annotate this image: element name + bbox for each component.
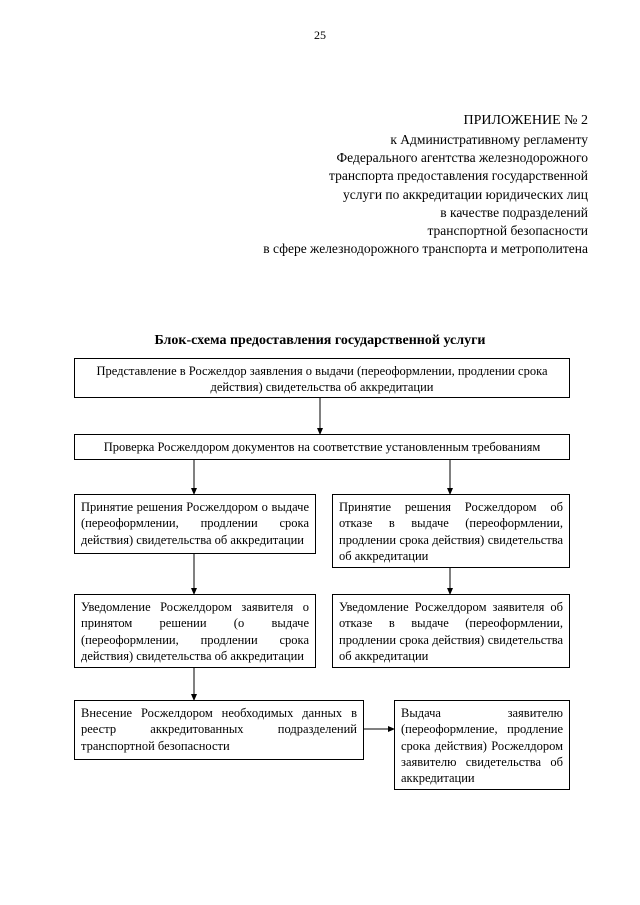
header-line: услуги по аккредитации юридических лиц xyxy=(228,186,588,204)
header-line: в сфере железнодорожного транспорта и ме… xyxy=(228,240,588,258)
flowchart-node-n3: Принятие решения Росжелдором о выдаче (п… xyxy=(74,494,316,554)
header-line: транспортной безопасности xyxy=(228,222,588,240)
flowchart-node-n6: Уведомление Росжелдором заявителя об отк… xyxy=(332,594,570,668)
flowchart-node-n1: Представление в Росжелдор заявления о вы… xyxy=(74,358,570,398)
scheme-title: Блок-схема предоставления государственно… xyxy=(0,332,640,350)
appendix-title: ПРИЛОЖЕНИЕ № 2 xyxy=(228,112,588,131)
flowchart-node-n5: Уведомление Росжелдором заявителя о прин… xyxy=(74,594,316,668)
appendix-header: ПРИЛОЖЕНИЕ № 2 к Административному регла… xyxy=(228,112,588,258)
flowchart-node-n4: Принятие решения Росжелдором об отказе в… xyxy=(332,494,570,568)
page-number: 25 xyxy=(0,28,640,44)
flowchart-node-n8: Выдача заявителю (переоформление, продле… xyxy=(394,700,570,790)
header-line: к Административному регламенту xyxy=(228,131,588,149)
header-line: в качестве подразделений xyxy=(228,204,588,222)
flowchart-node-n7: Внесение Росжелдором необходимых данных … xyxy=(74,700,364,760)
flowchart-node-n2: Проверка Росжелдором документов на соотв… xyxy=(74,434,570,460)
header-line: транспорта предоставления государственно… xyxy=(228,167,588,185)
header-line: Федерального агентства железнодорожного xyxy=(228,149,588,167)
